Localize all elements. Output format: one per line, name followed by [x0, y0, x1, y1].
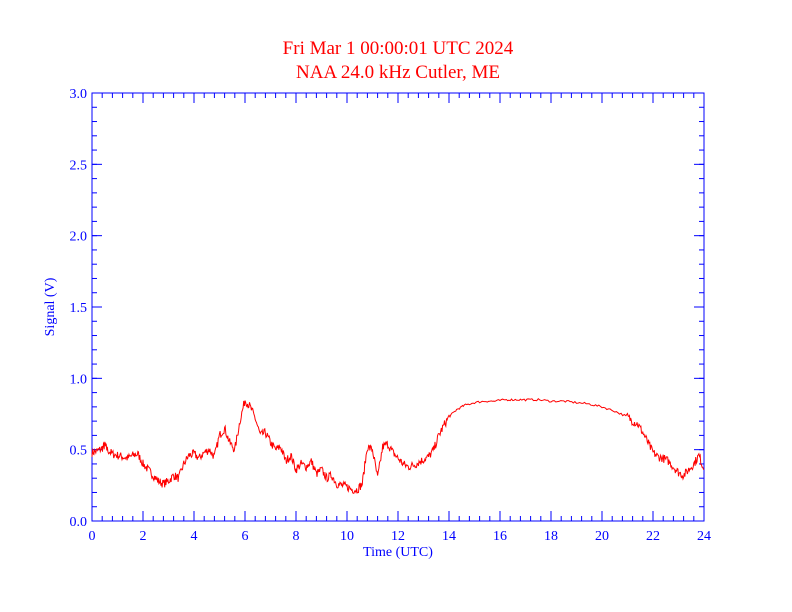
x-tick-label: 10	[340, 529, 354, 544]
x-tick-label: 0	[89, 529, 96, 544]
y-tick-label: 0.5	[70, 444, 88, 459]
x-axis-tick-labels: 0 2 4 6 8 10 12 14 16 18 20 22 24	[89, 529, 712, 544]
x-axis-ticks	[91, 93, 705, 521]
y-axis-ticks	[92, 92, 704, 522]
y-tick-label: 1.0	[70, 372, 88, 387]
chart-title: Fri Mar 1 00:00:01 UTC 2024	[283, 38, 514, 59]
y-tick-label: 0.0	[70, 515, 88, 530]
y-tick-label: 2.5	[70, 158, 88, 173]
x-tick-label: 20	[595, 529, 609, 544]
x-axis-label: Time (UTC)	[363, 545, 433, 560]
x-tick-label: 22	[646, 529, 660, 544]
y-axis-tick-labels: 0.0 0.5 1.0 1.5 2.0 2.5 3.0	[70, 87, 88, 530]
y-axis-label: Signal (V)	[43, 277, 58, 336]
y-tick-label: 2.0	[70, 230, 88, 245]
y-tick-label: 3.0	[70, 87, 88, 102]
series-line-signal	[91, 397, 705, 494]
x-tick-label: 12	[391, 529, 405, 544]
x-tick-label: 14	[442, 529, 456, 544]
chart-subtitle: NAA 24.0 kHz Cutler, ME	[296, 62, 500, 83]
x-tick-label: 24	[697, 529, 711, 544]
x-tick-label: 8	[293, 529, 300, 544]
x-tick-label: 4	[191, 529, 198, 544]
x-tick-label: 18	[544, 529, 558, 544]
x-tick-label: 6	[242, 529, 249, 544]
x-tick-label: 16	[493, 529, 507, 544]
y-tick-label: 1.5	[70, 301, 88, 316]
x-tick-label: 2	[140, 529, 147, 544]
